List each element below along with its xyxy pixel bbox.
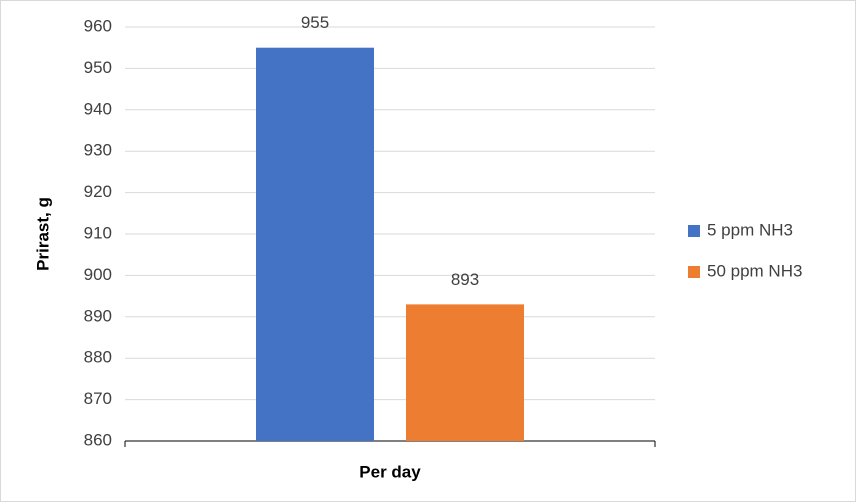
y-tick-label: 920 [84, 182, 112, 201]
y-tick-label: 870 [84, 389, 112, 408]
legend-label: 50 ppm NH3 [707, 261, 802, 280]
y-tick-label: 910 [84, 223, 112, 242]
y-tick-label: 950 [84, 58, 112, 77]
y-tick-label: 860 [84, 430, 112, 449]
y-tick-label: 940 [84, 99, 112, 118]
data-label: 893 [451, 270, 479, 289]
legend-swatch [688, 266, 700, 278]
y-tick-label: 930 [84, 141, 112, 160]
y-tick-label: 880 [84, 348, 112, 367]
data-label: 955 [301, 13, 329, 32]
y-tick-label: 960 [84, 16, 112, 35]
bar [406, 304, 524, 441]
legend-label: 5 ppm NH3 [707, 220, 793, 239]
legend-swatch [688, 225, 700, 237]
x-tick-label: Per day [359, 462, 421, 481]
y-tick-label: 900 [84, 265, 112, 284]
bar [256, 47, 374, 441]
y-tick-label: 890 [84, 306, 112, 325]
y-axis-label: Prirast, g [33, 197, 52, 271]
